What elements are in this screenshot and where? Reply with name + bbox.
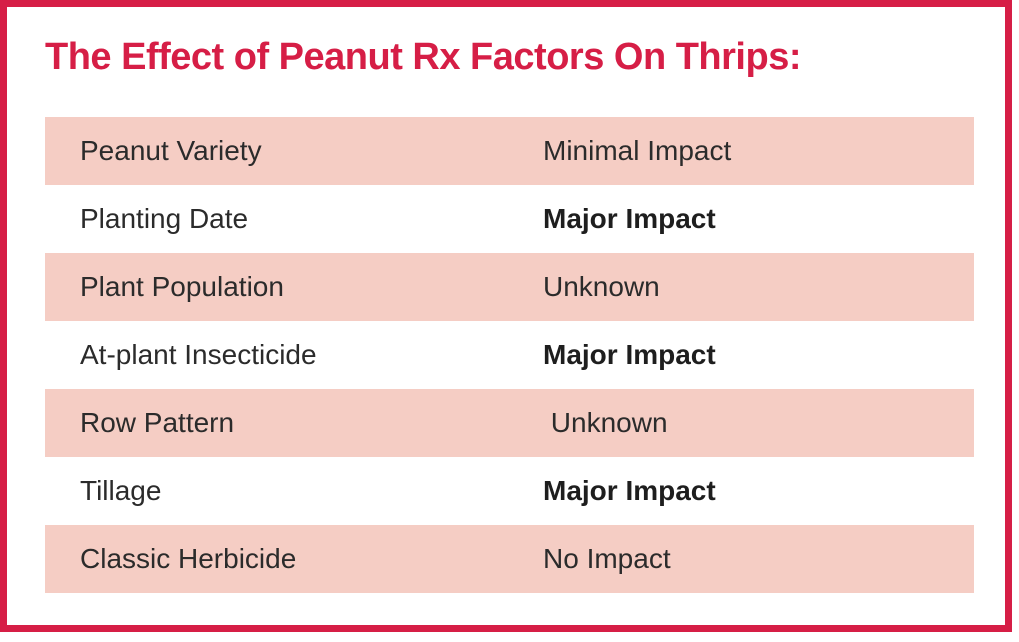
factor-label: Plant Population — [80, 271, 284, 302]
impact-value: No Impact — [543, 543, 671, 574]
factor-label: Planting Date — [80, 203, 249, 234]
table-row: Tillage Major Impact — [45, 457, 974, 525]
red-border-frame — [0, 0, 1012, 632]
factor-label: Row Pattern — [80, 407, 235, 438]
impact-value: Minimal Impact — [543, 135, 732, 166]
impact-value: Unknown — [543, 407, 668, 438]
thrips-impact-table: Peanut Variety Minimal Impact Planting Dat… — [45, 117, 974, 593]
factor-label: At-plant Insecticide — [80, 339, 317, 370]
table-row: At-plant Insecticide Major Impact — [45, 321, 974, 389]
impact-value: Major Impact — [543, 475, 716, 506]
table-row: Plant Population Unknown — [45, 253, 974, 321]
table-row: Planting Date Major Impact — [45, 185, 974, 253]
table-row: Row Pattern Unknown — [45, 389, 974, 457]
factor-label: Peanut Variety — [80, 135, 262, 166]
table-row: Peanut Variety Minimal Impact — [45, 117, 974, 185]
factor-label: Tillage — [80, 475, 162, 506]
impact-value: Major Impact — [543, 339, 716, 370]
table-row: Classic Herbicide No Impact — [45, 525, 974, 593]
impact-value: Major Impact — [543, 203, 716, 234]
factor-label: Classic Herbicide — [80, 543, 297, 574]
impact-value: Unknown — [543, 271, 660, 302]
chart-title: The Effect of Peanut Rx Factors On Thrip… — [45, 36, 801, 78]
